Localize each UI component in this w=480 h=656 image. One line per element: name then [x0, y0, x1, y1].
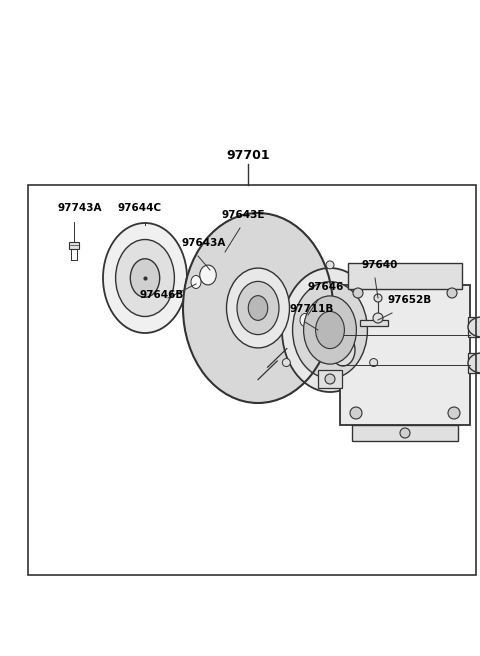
Ellipse shape [295, 307, 315, 333]
Ellipse shape [189, 221, 327, 395]
Text: 97643A: 97643A [182, 238, 227, 248]
Ellipse shape [221, 261, 295, 355]
Ellipse shape [448, 407, 460, 419]
Ellipse shape [215, 253, 301, 363]
Text: 97640: 97640 [362, 260, 398, 270]
Ellipse shape [353, 288, 363, 298]
Ellipse shape [212, 249, 304, 367]
Text: 97743A: 97743A [58, 203, 103, 213]
Text: 97711B: 97711B [290, 304, 335, 314]
Text: 97646: 97646 [308, 282, 344, 292]
Bar [28, 185, 476, 575]
Ellipse shape [350, 407, 362, 419]
Bar [348, 263, 462, 289]
Text: 97701: 97701 [226, 149, 270, 162]
Ellipse shape [374, 294, 382, 302]
Ellipse shape [183, 213, 333, 403]
Ellipse shape [370, 359, 378, 367]
Text: 97644C: 97644C [118, 203, 162, 213]
Ellipse shape [468, 317, 480, 337]
Text: 97646B: 97646B [140, 290, 184, 300]
Text: 97643E: 97643E [222, 210, 265, 220]
Ellipse shape [237, 281, 279, 335]
Ellipse shape [282, 359, 290, 367]
Bar [69, 242, 79, 249]
Bar [468, 353, 480, 373]
Ellipse shape [316, 312, 345, 348]
Ellipse shape [208, 245, 308, 371]
Ellipse shape [186, 269, 206, 295]
Ellipse shape [400, 428, 410, 438]
Ellipse shape [193, 257, 223, 293]
Ellipse shape [331, 334, 355, 366]
Ellipse shape [116, 239, 174, 316]
Ellipse shape [292, 281, 368, 379]
Bar [318, 370, 342, 388]
Ellipse shape [447, 288, 457, 298]
Ellipse shape [202, 237, 314, 379]
Ellipse shape [373, 313, 383, 323]
Ellipse shape [248, 296, 268, 320]
Ellipse shape [468, 353, 480, 373]
Ellipse shape [224, 265, 292, 351]
Ellipse shape [196, 229, 320, 387]
Ellipse shape [186, 217, 330, 399]
Ellipse shape [282, 268, 378, 392]
Ellipse shape [325, 374, 335, 384]
Polygon shape [360, 320, 388, 326]
Ellipse shape [103, 223, 187, 333]
Bar [340, 285, 470, 425]
Bar [318, 310, 342, 328]
Text: 97652B: 97652B [388, 295, 432, 305]
Ellipse shape [191, 276, 201, 289]
Ellipse shape [199, 233, 317, 383]
Ellipse shape [218, 257, 298, 359]
Bar [352, 425, 458, 441]
Ellipse shape [300, 314, 310, 327]
Ellipse shape [192, 225, 324, 391]
Ellipse shape [130, 258, 160, 297]
Ellipse shape [325, 314, 335, 324]
Ellipse shape [227, 268, 289, 348]
Bar [468, 317, 480, 337]
Ellipse shape [200, 265, 216, 285]
Ellipse shape [304, 296, 356, 364]
Ellipse shape [205, 241, 311, 375]
Ellipse shape [326, 261, 334, 269]
